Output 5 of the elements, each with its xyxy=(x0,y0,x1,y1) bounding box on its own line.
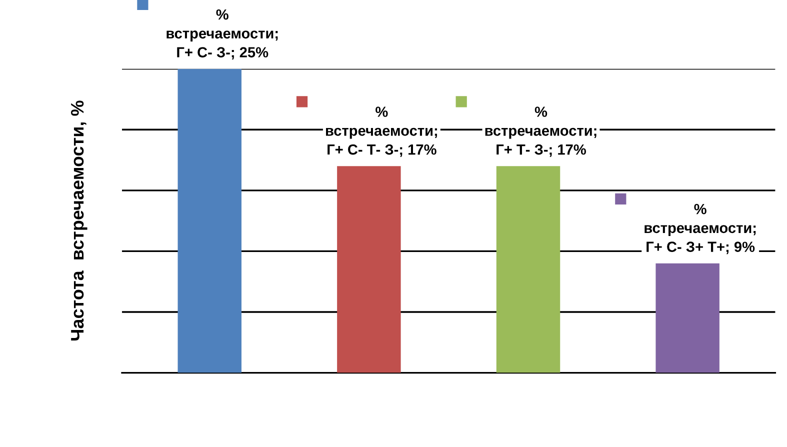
data-label: % встречаемости; Г+ Т- З-; 17% xyxy=(485,106,596,157)
y-axis-title: Частота встречаемости, % xyxy=(70,100,88,340)
data-label: % встречаемости; Г+ С- З-; 25% xyxy=(166,9,278,60)
data-label: % встречаемости; Г+ С- З+ Т+; 9% xyxy=(644,204,756,254)
data-label: % встречаемости; Г+ С- Т- З-; 17% xyxy=(326,106,437,157)
